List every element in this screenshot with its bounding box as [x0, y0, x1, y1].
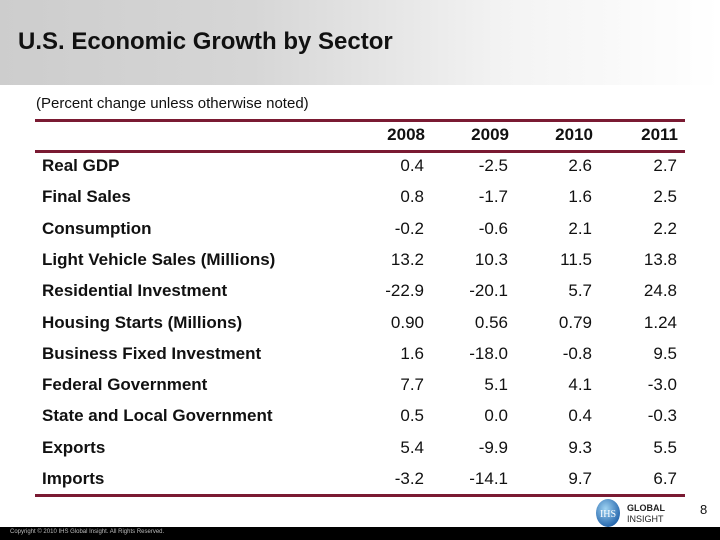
cell-value: 5.7 [568, 281, 592, 301]
row-label: Exports [42, 437, 106, 457]
header-rule [35, 150, 685, 153]
cell-value: 2.5 [653, 187, 677, 207]
cell-value: -14.1 [469, 469, 508, 488]
column-header: 2008 [387, 125, 425, 144]
cell-value: -18.0 [469, 343, 508, 363]
cell-value: 1.6 [568, 187, 592, 207]
cell-value: 1.6 [400, 343, 424, 363]
cell-value: 6.7 [653, 469, 677, 488]
cell-value: -0.8 [562, 343, 592, 363]
bottom-rule [35, 494, 685, 497]
row-label: State and Local Government [42, 406, 273, 426]
cell-value: 2.1 [568, 218, 592, 238]
cell-value: -0.3 [647, 406, 677, 426]
svg-text:INSIGHT: INSIGHT [627, 514, 664, 524]
table-row: Real GDP 0.4 -2.5 2.6 2.7 [0, 156, 720, 187]
row-label: Imports [42, 469, 105, 488]
svg-text:GLOBAL: GLOBAL [627, 503, 665, 513]
row-label: Real GDP [42, 156, 120, 175]
row-label: Housing Starts (Millions) [42, 312, 243, 332]
slide-title: U.S. Economic Growth by Sector [18, 28, 393, 55]
cell-value: 13.2 [390, 249, 424, 269]
cell-value: 10.3 [474, 249, 508, 269]
cell-value: -22.9 [385, 281, 424, 301]
row-label: Light Vehicle Sales (Millions) [42, 249, 276, 269]
cell-value: 11.5 [560, 249, 592, 269]
table-row: Business Fixed Investment 1.6 -18.0 -0.8 9.5 [0, 344, 720, 375]
top-rule [35, 119, 685, 122]
cell-value: -0.6 [478, 218, 508, 238]
cell-value: 0.79 [558, 312, 592, 332]
cell-value: -9.9 [478, 437, 508, 457]
row-label: Federal Government [42, 375, 208, 395]
cell-value: 0.0 [484, 406, 508, 426]
header-band [0, 0, 720, 85]
cell-value: 0.5 [400, 406, 424, 426]
cell-value: 9.5 [653, 343, 677, 363]
cell-value: 0.8 [400, 187, 424, 207]
cell-value: -2.5 [478, 156, 508, 175]
cell-value: -1.7 [478, 187, 508, 207]
table-row: Federal Government 7.7 5.1 4.1 -3.0 [0, 375, 720, 406]
column-header: 2010 [555, 125, 593, 144]
cell-value: 9.7 [568, 469, 592, 488]
table-row: Consumption -0.2 -0.6 2.1 2.2 [0, 219, 720, 250]
copyright: Copyright © 2010 IHS Global Insight. All… [10, 529, 165, 535]
cell-value: 5.5 [653, 437, 677, 457]
table-row: Exports 5.4 -9.9 9.3 5.5 [0, 438, 720, 469]
cell-value: 1.24 [643, 312, 677, 332]
cell-value: 9.3 [568, 437, 592, 457]
cell-value: 0.4 [400, 156, 424, 175]
page-number: 8 [700, 502, 708, 517]
cell-value: 2.2 [653, 218, 677, 238]
table-row: Residential Investment -22.9 -20.1 5.7 24.8 [0, 281, 720, 312]
cell-value: 0.4 [568, 406, 592, 426]
subtitle: (Percent change unless otherwise noted) [36, 95, 309, 112]
table-row: Imports -3.2 -14.1 9.7 6.7 [0, 469, 720, 500]
cell-value: 2.7 [653, 156, 677, 175]
row-label: Final Sales [42, 187, 131, 207]
cell-value: -20.1 [469, 281, 508, 301]
cell-value: 5.1 [484, 375, 508, 395]
table-row: Light Vehicle Sales (Millions) 13.2 10.3 11… [0, 250, 720, 281]
cell-value: -3.2 [394, 469, 424, 488]
cell-value: 24.8 [643, 281, 677, 301]
cell-value: 2.6 [568, 156, 592, 175]
svg-text:IHS: IHS [600, 509, 616, 520]
cell-value: 5.4 [400, 437, 424, 457]
cell-value: 0.56 [474, 312, 508, 332]
table-row: State and Local Government 0.5 0.0 0.4 -0.3 [0, 406, 720, 437]
row-label: Consumption [42, 218, 152, 238]
column-header: 2011 [641, 125, 678, 144]
table-row: Final Sales 0.8 -1.7 1.6 2.5 [0, 187, 720, 218]
table-row: Housing Starts (Millions) 0.90 0.56 0.79 1.2… [0, 313, 720, 344]
cell-value: 4.1 [568, 375, 592, 395]
row-label: Residential Investment [42, 281, 228, 301]
row-label: Business Fixed Investment [42, 343, 262, 363]
cell-value: 0.90 [390, 312, 424, 332]
column-header: 2009 [471, 125, 509, 144]
ihs-global-insight-logo: IHS GLOBAL INSIGHT [596, 499, 665, 527]
cell-value: 7.7 [400, 375, 424, 395]
footer-bar [0, 527, 720, 540]
cell-value: 13.8 [643, 249, 677, 269]
cell-value: -0.2 [394, 218, 424, 238]
cell-value: -3.0 [647, 375, 677, 395]
